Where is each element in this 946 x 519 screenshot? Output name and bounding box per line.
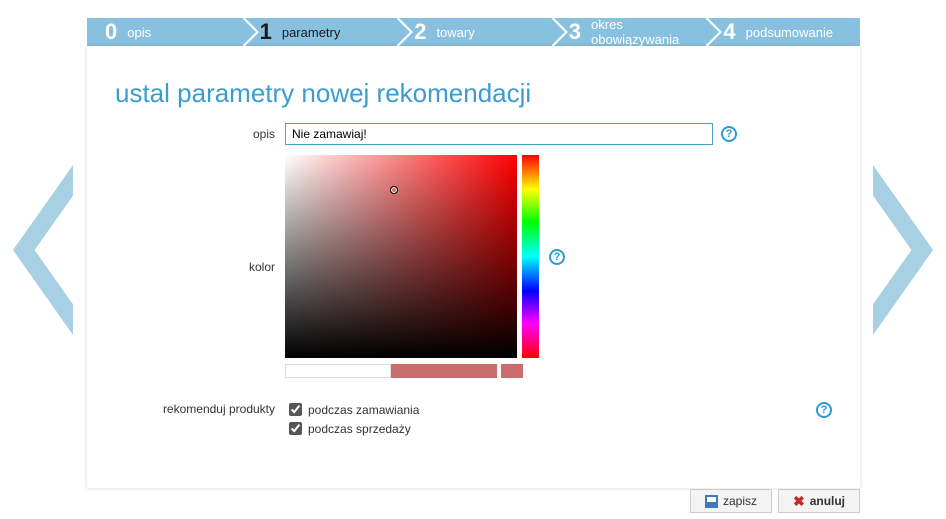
wizard-step-num: 2 [414,19,426,45]
label-kolor: kolor [115,260,285,274]
cancel-button-label: anuluj [810,494,845,508]
save-button-label: zapisz [723,494,757,508]
opis-input[interactable] [285,123,713,145]
wizard-step-num: 3 [569,19,581,45]
swatch-selected[interactable] [501,364,523,378]
help-icon[interactable]: ? [721,126,737,142]
color-swatches [285,364,539,378]
swatch-original[interactable] [285,364,391,378]
wizard-step-4[interactable]: 4 podsumowanie [705,18,860,46]
help-icon[interactable]: ? [816,402,832,418]
wizard-step-1[interactable]: 1 parametry [242,18,397,46]
save-button[interactable]: zapisz [690,489,772,513]
help-icon[interactable]: ? [549,249,565,265]
save-icon [705,495,718,508]
wizard-step-0[interactable]: 0 opis [87,18,242,46]
wizard-step-num: 1 [260,19,272,45]
checkbox-label: podczas sprzedaży [308,422,411,436]
main-panel: ustal parametry nowej rekomendacji opis … [87,46,860,488]
cancel-button[interactable]: ✖ anuluj [778,489,860,513]
page-title: ustal parametry nowej rekomendacji [115,78,832,109]
color-sv-area[interactable] [285,155,517,358]
label-rekomenduj: rekomenduj produkty [115,400,285,416]
swatch-current[interactable] [391,364,497,378]
wizard-step-num: 4 [723,19,735,45]
wizard-next-button[interactable] [873,165,933,335]
wizard-step-label: podsumowanie [746,25,833,40]
wizard-step-label: opis [127,25,151,40]
color-hue-strip[interactable] [522,155,539,358]
wizard-step-3[interactable]: 3 okres obowiązywania [551,18,706,46]
button-bar: zapisz ✖ anuluj [690,489,860,513]
checkbox-podczas-sprzedazy[interactable] [289,422,302,435]
wizard-step-num: 0 [105,19,117,45]
wizard-step-2[interactable]: 2 towary [396,18,551,46]
checkbox-podczas-zamawiania[interactable] [289,403,302,416]
row-kolor: kolor ? [115,155,832,378]
checkbox-label: podczas zamawiania [308,403,419,417]
cancel-icon: ✖ [793,494,805,508]
label-opis: opis [115,123,285,141]
row-opis: opis ? [115,123,832,145]
wizard-prev-button[interactable] [13,165,73,335]
wizard-step-label: parametry [282,25,341,40]
wizard-steps-bar: 0 opis 1 parametry 2 towary 3 okres obow… [87,18,860,46]
wizard-step-label: towary [436,25,474,40]
color-sv-cursor [390,186,398,194]
wizard-step-label: okres obowiązywania [591,17,705,47]
row-rekomenduj: rekomenduj produkty podczas zamawiania p… [115,400,832,438]
